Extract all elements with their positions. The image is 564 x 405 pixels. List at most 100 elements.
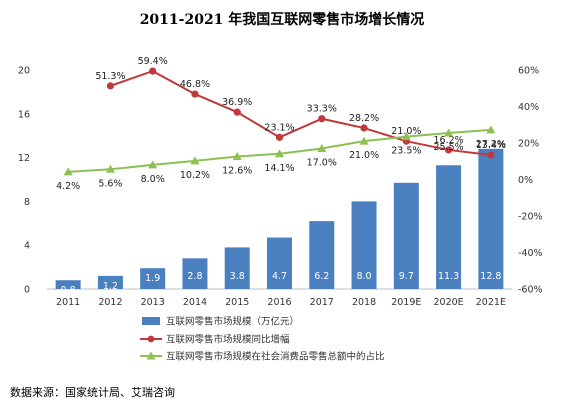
bar (224, 247, 250, 289)
line-data-label: 36.9% (222, 97, 252, 108)
line-data-label: 23.1% (264, 122, 294, 133)
bar-data-label: 1.9 (145, 273, 160, 284)
line-point (360, 124, 368, 132)
bar-data-label: 9.7 (399, 271, 414, 282)
line-data-label: 5.6% (98, 178, 122, 189)
right-tick-label: -60% (518, 285, 543, 296)
legend-label: 互联网零售市场规模在社会消费品零售总额中的占比 (166, 351, 385, 363)
line-data-label: 28.2% (349, 113, 379, 124)
legend: 互联网零售市场规模（万亿元） 互联网零售市场规模同比增幅互联网零售市场规模在社会消… (140, 316, 385, 363)
right-tick-label: -40% (518, 248, 543, 259)
line-point (232, 152, 242, 161)
line-point (190, 156, 200, 165)
line-data-label: 21.0% (349, 150, 379, 161)
chart-title: 2011-2021 年我国互联网零售市场增长情况 (140, 11, 425, 28)
line-point (487, 151, 495, 159)
line-data-label: 46.8% (180, 79, 210, 90)
x-tick-label: 2020E (433, 297, 463, 308)
bar (140, 268, 166, 289)
line-point (444, 146, 453, 154)
bar (182, 258, 208, 289)
bar (351, 201, 377, 289)
line-point (233, 108, 241, 116)
line-data-label: 12.6% (222, 166, 252, 177)
legend-swatch-marker (147, 335, 155, 343)
x-tick-label: 2012 (98, 297, 122, 308)
line-series: 51.3% 59.4% 46.8% 36.9% 23.1% 33.3% 28.2% 21.0%… (56, 56, 506, 192)
line-point (401, 132, 411, 141)
line-data-label: 27.2% (476, 139, 506, 150)
legend-label: 互联网零售市场规模同比增幅 (166, 334, 290, 346)
line-point (317, 143, 327, 152)
bar (267, 237, 292, 289)
series-line (110, 70, 491, 157)
bar-data-label: 2.8 (187, 271, 202, 282)
bar (55, 280, 81, 289)
bar-data-label: 3.8 (230, 271, 245, 282)
line-data-label: 25.5% (433, 142, 463, 153)
bar (478, 148, 504, 289)
bar-data-label: 4.7 (272, 271, 287, 282)
x-tick-label: 2016 (267, 297, 291, 308)
legend-swatch-marker (146, 351, 156, 360)
line-data-label: 23.5% (391, 146, 421, 157)
bar-series: 0.8 1.2 1.9 2.8 3.8 4.7 6.2 8.0 9.7 11.3 12.8 (55, 148, 504, 296)
line-point (149, 67, 157, 75)
right-tick-label: 20% (518, 139, 539, 150)
line-data-label: 21.0% (391, 126, 421, 137)
x-tick-label: 2014 (183, 297, 207, 308)
line-point (486, 125, 496, 134)
right-tick-label: 40% (518, 102, 539, 113)
bar-data-label: 6.2 (314, 271, 329, 282)
line-data-label: 51.3% (95, 71, 125, 82)
bar (393, 182, 419, 289)
line-point (106, 82, 115, 90)
line-data-label: 14.1% (264, 163, 294, 174)
bar-data-label: 11.3 (438, 271, 459, 282)
x-tick-label: 2019E (391, 297, 421, 308)
left-axis: 0 4 8 12 16 20 (18, 66, 30, 296)
x-tick-label: 2011 (56, 297, 80, 308)
line-data-label: 13.4% (476, 140, 506, 151)
line-point (105, 164, 115, 173)
legend-label: 互联网零售市场规模（万亿元） (166, 316, 299, 328)
line-point (63, 167, 73, 176)
line-data-label: 16.2% (433, 135, 463, 146)
x-tick-label: 2015 (225, 297, 249, 308)
line-point (148, 160, 158, 169)
right-tick-label: 0% (518, 175, 533, 186)
left-tick-label: 0 (24, 285, 30, 296)
bar (97, 275, 123, 289)
x-tick-label: 2013 (141, 297, 165, 308)
left-tick-label: 8 (24, 197, 30, 208)
line-data-label: 4.2% (56, 181, 80, 192)
line-point (275, 133, 284, 141)
line-data-label: 59.4% (138, 56, 168, 67)
left-tick-label: 4 (24, 241, 30, 252)
bar-data-label: 1.2 (103, 281, 118, 292)
bar (436, 165, 462, 289)
right-axis: -60% -40% -20% 0% 20% 40% 60% (518, 66, 543, 296)
source-note: 数据来源：国家统计局、艾瑞咨询 (10, 385, 175, 399)
bar-data-label: 12.8 (480, 271, 501, 282)
line-data-label: 8.0% (141, 174, 165, 185)
line-data-label: 33.3% (307, 104, 337, 115)
x-tick-label: 2021E (476, 297, 506, 308)
x-tick-label: 2018 (352, 297, 376, 308)
line-point (359, 136, 369, 145)
x-axis: 2011 2012 2013 2014 2015 2016 2017 2018 2019E 202… (47, 288, 512, 308)
bar-data-label: 0.8 (61, 285, 76, 296)
left-tick-label: 12 (18, 153, 30, 164)
right-tick-label: -20% (518, 212, 543, 223)
right-tick-label: 60% (518, 66, 539, 77)
line-point (444, 128, 454, 137)
bar (309, 221, 335, 289)
line-point (318, 115, 326, 123)
left-tick-label: 20 (18, 66, 30, 77)
line-data-label: 17.0% (307, 157, 337, 168)
legend-swatch-bar (142, 317, 160, 325)
x-tick-label: 2017 (310, 297, 334, 308)
line-point (191, 90, 199, 98)
bar-data-label: 8.0 (356, 271, 371, 282)
